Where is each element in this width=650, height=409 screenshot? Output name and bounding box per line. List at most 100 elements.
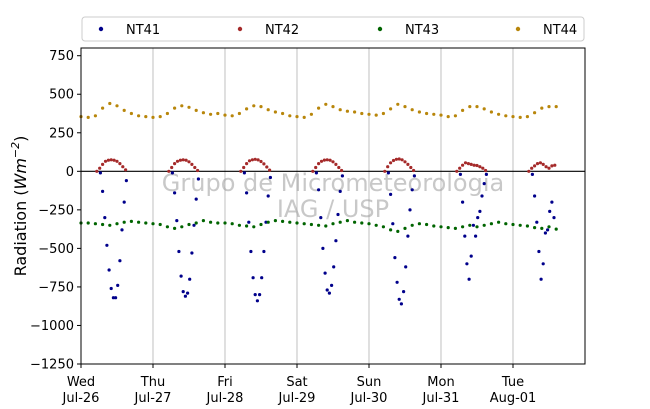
point-NT43-2 xyxy=(93,222,97,226)
point-NT42-48 xyxy=(394,157,398,161)
point-NT41-84 xyxy=(543,231,548,235)
point-NT42-16 xyxy=(181,158,185,162)
point-NT41-20 xyxy=(186,291,190,295)
point-NT42-54 xyxy=(412,168,416,173)
point-NT43-64 xyxy=(540,226,544,230)
point-NT44-20 xyxy=(223,113,227,117)
point-NT44-27 xyxy=(273,110,277,114)
point-NT42-3 xyxy=(103,159,108,163)
x-tick-date-6: Aug-01 xyxy=(490,391,537,406)
point-NT41-1 xyxy=(101,189,105,193)
point-NT44-49 xyxy=(432,112,436,116)
point-NT43-24 xyxy=(252,225,256,229)
point-NT41-56 xyxy=(395,280,399,284)
legend-marker-NT43 xyxy=(377,26,383,32)
point-NT44-17 xyxy=(201,111,205,115)
point-NT41-35 xyxy=(262,249,266,254)
point-NT42-41 xyxy=(334,162,338,166)
point-NT43-43 xyxy=(389,228,393,232)
point-NT43-36 xyxy=(338,220,342,224)
point-NT41-78 xyxy=(530,172,535,176)
point-NT44-21 xyxy=(230,114,234,118)
point-NT42-27 xyxy=(253,157,257,161)
point-NT41-57 xyxy=(397,297,401,301)
point-NT44-3 xyxy=(101,106,105,110)
point-NT44-51 xyxy=(446,115,450,119)
point-NT42-5 xyxy=(109,158,113,162)
point-NT41-63 xyxy=(410,188,414,192)
point-NT42-67 xyxy=(530,166,534,170)
point-NT44-23 xyxy=(245,107,249,111)
point-NT43-26 xyxy=(266,220,270,224)
data-points xyxy=(79,101,558,306)
point-NT44-56 xyxy=(482,107,486,111)
point-NT44-57 xyxy=(489,110,493,114)
point-NT43-10 xyxy=(151,222,155,226)
point-NT43-38 xyxy=(353,220,357,224)
point-NT41-73 xyxy=(476,216,480,220)
series-NT42 xyxy=(95,157,557,173)
point-NT43-56 xyxy=(482,223,486,227)
point-NT41-17 xyxy=(179,274,183,278)
point-NT42-61 xyxy=(472,163,476,167)
point-NT43-19 xyxy=(216,221,220,225)
point-NT43-28 xyxy=(281,219,285,223)
point-NT42-35 xyxy=(317,162,321,166)
point-NT41-77 xyxy=(484,172,488,176)
point-NT41-49 xyxy=(336,212,340,217)
legend: NT41 NT42 NT43 NT44 xyxy=(81,16,585,42)
point-NT42-10 xyxy=(124,168,128,172)
point-NT44-31 xyxy=(302,115,306,119)
point-NT42-64 xyxy=(481,166,485,170)
point-NT41-69 xyxy=(467,277,471,281)
point-NT44-8 xyxy=(137,114,141,118)
point-NT42-1 xyxy=(98,166,102,170)
point-NT44-53 xyxy=(461,108,465,112)
point-NT41-52 xyxy=(386,171,390,175)
point-NT44-11 xyxy=(158,115,162,119)
point-NT44-48 xyxy=(425,111,429,116)
point-NT41-22 xyxy=(190,251,194,255)
point-NT41-13 xyxy=(170,171,174,175)
point-NT44-14 xyxy=(180,104,184,108)
point-NT41-50 xyxy=(338,189,342,193)
point-NT43-15 xyxy=(187,222,191,227)
point-NT44-55 xyxy=(475,105,479,109)
point-NT41-42 xyxy=(321,246,325,250)
point-NT41-66 xyxy=(461,200,465,204)
x-tick-date-2: Jul-28 xyxy=(206,391,244,406)
point-NT44-38 xyxy=(353,110,357,114)
watermark-line-2: IAG / USP xyxy=(277,195,389,223)
point-NT42-22 xyxy=(239,169,243,173)
legend-marker-NT44 xyxy=(515,26,521,32)
point-NT42-51 xyxy=(403,160,407,164)
point-NT42-17 xyxy=(184,158,188,162)
point-NT41-81 xyxy=(537,249,541,254)
point-NT41-51 xyxy=(340,174,344,178)
point-NT42-24 xyxy=(245,162,249,166)
series-NT44 xyxy=(79,101,558,119)
point-NT42-46 xyxy=(389,161,393,165)
point-NT42-18 xyxy=(187,160,191,164)
point-NT44-29 xyxy=(288,114,292,118)
point-NT41-44 xyxy=(325,288,329,292)
y-tick-label-8: −1250 xyxy=(30,358,74,373)
point-NT42-70 xyxy=(538,161,543,165)
point-NT41-83 xyxy=(541,262,545,266)
point-NT43-44 xyxy=(396,229,400,233)
y-axis-label-close: ) xyxy=(11,136,30,142)
point-NT44-7 xyxy=(129,111,133,116)
point-NT43-18 xyxy=(209,220,213,224)
point-NT42-68 xyxy=(533,164,537,168)
point-NT43-53 xyxy=(461,225,465,229)
x-tick-day-2: Fri xyxy=(217,375,233,390)
point-NT44-36 xyxy=(338,108,342,112)
point-NT43-25 xyxy=(259,222,263,227)
point-NT41-14 xyxy=(173,191,177,195)
point-NT42-2 xyxy=(101,162,105,166)
point-NT44-61 xyxy=(518,115,522,119)
point-NT43-13 xyxy=(173,226,177,230)
point-NT43-63 xyxy=(533,226,537,230)
point-NT42-19 xyxy=(190,162,194,166)
